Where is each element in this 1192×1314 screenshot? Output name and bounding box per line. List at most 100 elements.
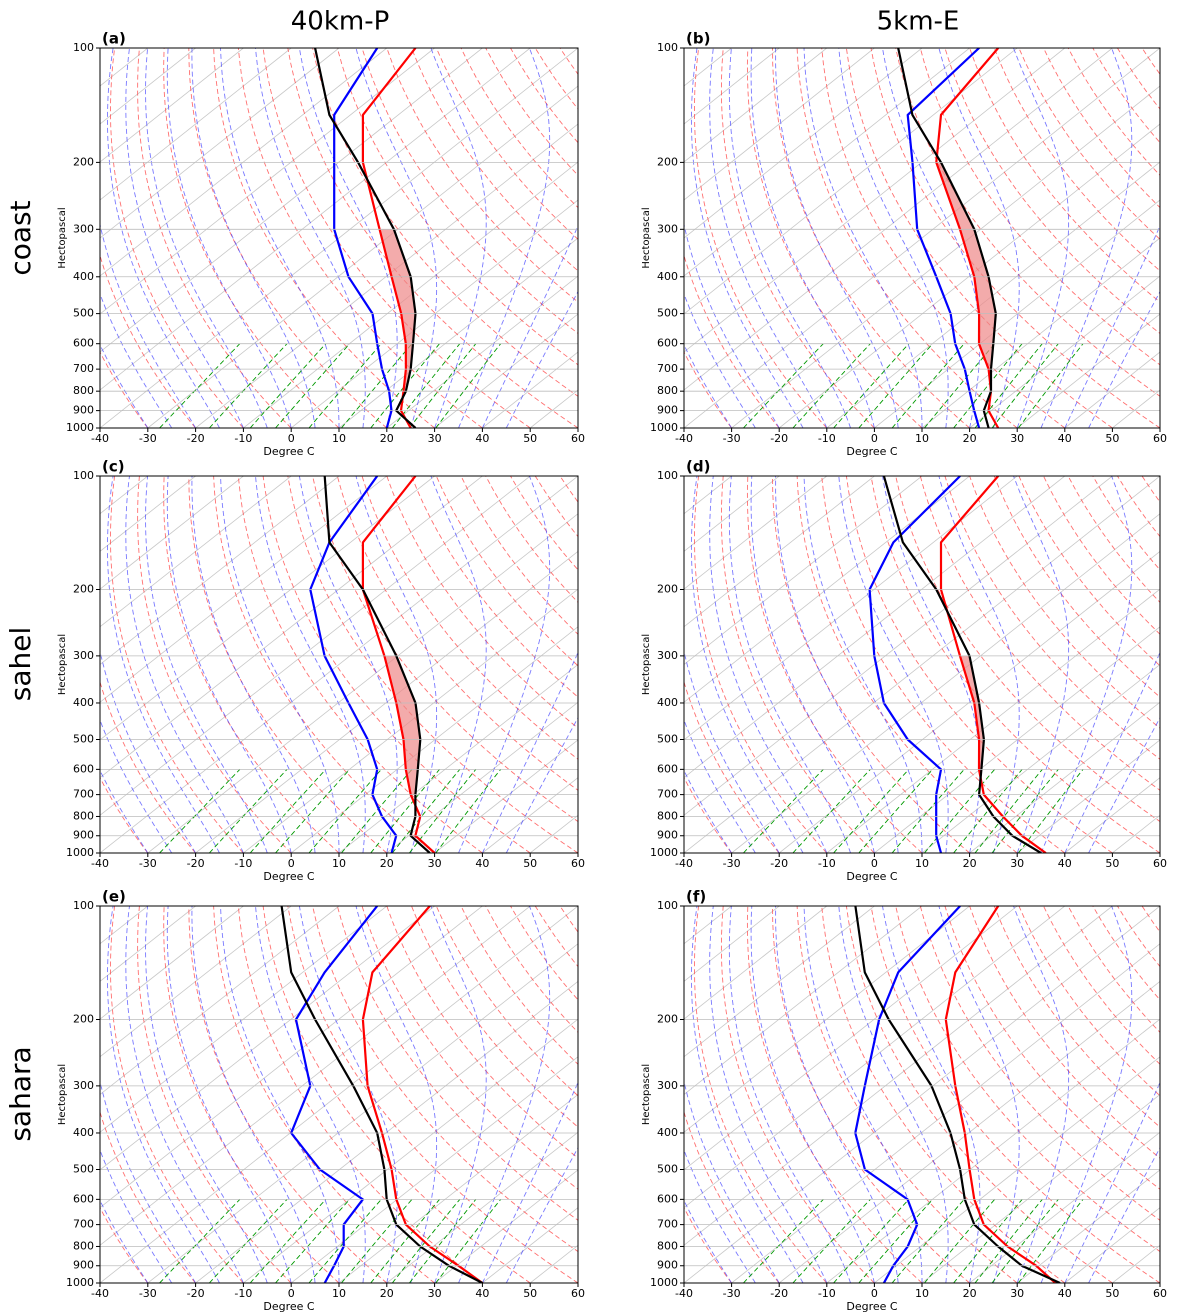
isotherm [100, 476, 244, 590]
moist-adiabat [166, 48, 292, 428]
isotherm [290, 199, 578, 428]
dry-adiabat [1043, 476, 1160, 635]
y-tick-label: 900 [657, 1259, 678, 1272]
isotherm [243, 161, 578, 428]
moist-adiabat [775, 476, 899, 853]
mixing-ratio-line [792, 1199, 871, 1283]
y-axis-label: Hectopascal [57, 207, 68, 268]
y-tick-label: 500 [73, 1163, 94, 1176]
isotherm [684, 476, 1113, 816]
moist-adiabat [430, 48, 487, 428]
dry-adiabat [1067, 476, 1160, 604]
moist-adiabat [107, 476, 220, 853]
y-tick-label: 300 [657, 1079, 678, 1092]
isotherm [1016, 313, 1160, 428]
isotherm [386, 1131, 578, 1283]
dry-adiabat [1141, 476, 1160, 503]
panel-label: (f) [686, 888, 706, 906]
dry-adiabat [110, 906, 244, 1283]
row-title: sahara [4, 1046, 37, 1141]
moist-adiabat [938, 48, 1020, 428]
y-tick-label: 700 [657, 788, 678, 801]
dry-adiabat [100, 776, 149, 853]
y-tick-label: 800 [657, 384, 678, 397]
isotherm [482, 1207, 578, 1283]
dry-adiabat [684, 776, 732, 853]
x-tick-label: 50 [523, 1287, 537, 1300]
isotherm [100, 48, 340, 239]
moist-adiabat [709, 48, 828, 428]
moist-adiabat [803, 476, 923, 853]
dry-adiabat [845, 48, 1113, 428]
x-tick-label: 50 [523, 432, 537, 445]
moist-adiabat [750, 906, 875, 1283]
dry-adiabat [188, 476, 388, 853]
x-tick-label: 50 [523, 857, 537, 870]
dry-adiabat [287, 476, 578, 853]
x-tick-label: -20 [770, 857, 788, 870]
mixing-ratio-line [833, 343, 910, 428]
x-tick-label: 10 [915, 857, 929, 870]
mixing-ratio-line [743, 1199, 824, 1283]
dry-adiabat [746, 906, 923, 1283]
moist-adiabat [458, 48, 551, 428]
moist-adiabat [838, 48, 949, 428]
y-tick-label: 800 [73, 384, 94, 397]
isotherm [113, 906, 589, 1283]
dry-adiabat [336, 48, 578, 366]
moist-adiabat [684, 769, 732, 853]
moist-adiabat [191, 906, 316, 1283]
moist-adiabat [684, 649, 780, 853]
dry-adiabat [944, 906, 1160, 1190]
isotherm [1159, 1282, 1160, 1283]
isotherm [826, 161, 1160, 428]
dry-adiabat [213, 476, 435, 853]
moist-adiabat [838, 906, 949, 1283]
y-tick-label: 800 [657, 809, 678, 822]
isotherm [290, 1056, 578, 1283]
y-tick-label: 900 [73, 1259, 94, 1272]
moist-adiabat [882, 906, 981, 1283]
isotherm [434, 1169, 578, 1283]
mixing-ratio-line [208, 1199, 288, 1283]
x-axis-label: Degree C [846, 445, 898, 458]
dry-adiabat [1141, 906, 1160, 933]
isotherm [684, 48, 1066, 353]
y-tick-label: 600 [657, 762, 678, 775]
isotherm [684, 48, 780, 125]
dry-adiabat [312, 48, 578, 397]
y-tick-label: 400 [73, 696, 94, 709]
x-tick-label: 40 [1058, 432, 1072, 445]
y-tick-label: 100 [657, 469, 678, 482]
cape-area [974, 276, 996, 314]
isotherm [1159, 427, 1160, 428]
isotherm [684, 476, 685, 477]
moist-adiabat [100, 1148, 173, 1283]
isotherm [195, 550, 578, 853]
dry-adiabat [361, 476, 578, 760]
isotherm [778, 550, 1160, 853]
moist-adiabat [166, 906, 292, 1283]
isotherm [921, 1093, 1160, 1283]
x-tick-label: -40 [91, 432, 109, 445]
y-tick-label: 1000 [66, 421, 94, 434]
isotherm [921, 237, 1160, 428]
x-tick-label: -40 [91, 857, 109, 870]
mixing-ratio-line [159, 343, 241, 428]
isotherm [160, 48, 636, 428]
dry-adiabat [1018, 48, 1160, 240]
dry-adiabat [188, 906, 388, 1283]
moist-adiabat [458, 476, 551, 853]
panel-label: (d) [686, 458, 710, 476]
isotherm [684, 906, 1018, 1171]
y-tick-label: 600 [657, 337, 678, 350]
isotherm [482, 351, 578, 428]
isotherm [778, 980, 1160, 1283]
isotherm [826, 588, 1160, 853]
dry-adiabat [386, 48, 578, 303]
mixing-ratio-line [409, 1199, 477, 1283]
x-tick-label: 40 [1058, 1287, 1072, 1300]
x-tick-label: 10 [332, 857, 346, 870]
dry-adiabat [510, 48, 578, 144]
moist-adiabat [1040, 906, 1133, 1283]
